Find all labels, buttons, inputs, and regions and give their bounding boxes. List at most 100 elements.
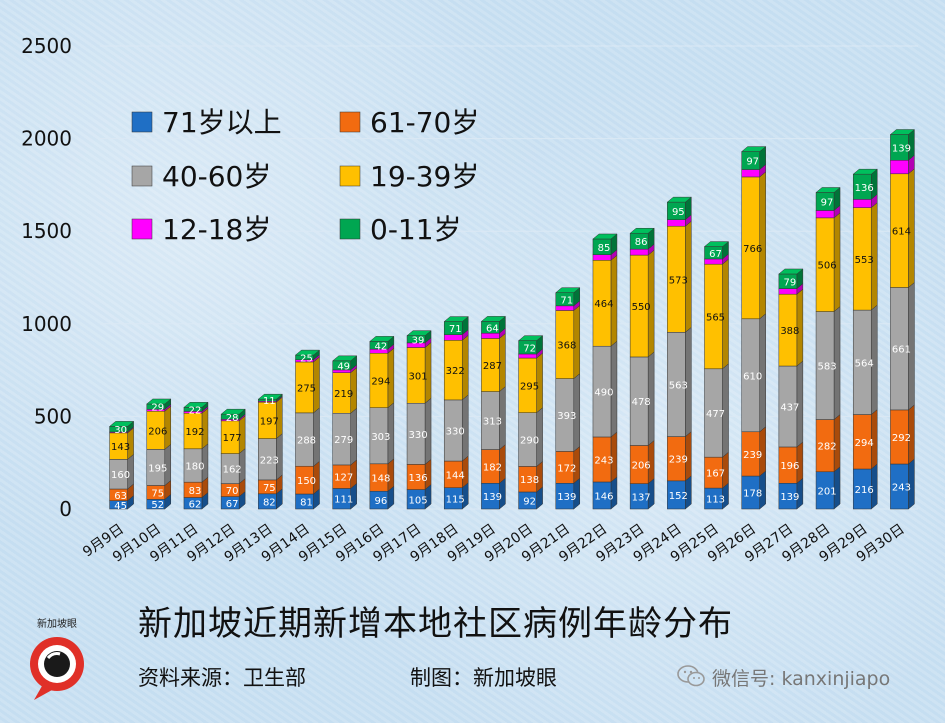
- data-label: 610: [743, 371, 762, 382]
- data-label: 563: [669, 380, 688, 391]
- data-label: 28: [226, 413, 239, 424]
- data-label: 75: [151, 488, 164, 499]
- legend-swatch: [131, 111, 153, 133]
- data-label: 52: [151, 500, 164, 511]
- data-label: 150: [297, 476, 316, 487]
- data-label: 437: [780, 402, 799, 413]
- data-label: 303: [371, 432, 390, 443]
- bar-top: [740, 146, 767, 152]
- data-label: 139: [557, 492, 576, 503]
- legend-label: 40-60岁: [162, 160, 271, 193]
- data-label: 477: [706, 409, 725, 420]
- legend-label: 71岁以上: [162, 106, 282, 139]
- data-label: 239: [743, 450, 762, 461]
- bar-top: [331, 355, 358, 362]
- data-label: 82: [263, 497, 276, 508]
- data-label: 95: [672, 207, 685, 218]
- data-label: 81: [300, 497, 313, 508]
- data-label: 105: [408, 495, 427, 506]
- data-label: 71: [449, 324, 462, 335]
- data-label: 292: [892, 433, 911, 444]
- data-label: 63: [114, 491, 127, 502]
- data-label: 42: [374, 341, 387, 352]
- logo-text: 新加坡眼: [37, 617, 77, 630]
- data-label: 393: [557, 411, 576, 422]
- data-label: 290: [520, 436, 539, 447]
- y-tick-label: 2500: [21, 34, 72, 58]
- bar-top: [666, 196, 693, 203]
- bar-top: [592, 233, 618, 240]
- data-label: 550: [632, 302, 651, 313]
- data-label: 288: [297, 436, 316, 447]
- data-label: 565: [706, 312, 725, 323]
- data-label: 583: [817, 362, 836, 373]
- data-label: 201: [817, 486, 836, 497]
- data-label: 146: [594, 491, 613, 502]
- data-label: 71: [560, 295, 573, 306]
- bar-segment: [741, 169, 760, 178]
- bar-segment: [852, 199, 872, 208]
- chart-title: 新加坡近期新增本地社区病例年龄分布: [138, 604, 733, 644]
- data-label: 75: [263, 483, 276, 494]
- data-label: 330: [446, 426, 465, 437]
- stacked-bar-chart: 050010001500200025004563160143309月9日5275…: [21, 34, 918, 566]
- data-label: 136: [408, 473, 427, 484]
- data-label: 143: [111, 442, 130, 453]
- data-label: 388: [780, 326, 799, 337]
- bar-top: [108, 421, 135, 427]
- data-label: 178: [743, 489, 762, 500]
- data-label: 96: [374, 496, 387, 507]
- data-label: 330: [408, 430, 427, 441]
- bar-segment: [518, 353, 537, 359]
- data-label: 137: [632, 492, 651, 503]
- data-label: 115: [446, 494, 465, 505]
- data-label: 64: [486, 323, 499, 334]
- y-tick-label: 2000: [21, 127, 72, 151]
- data-label: 180: [185, 461, 204, 472]
- data-label: 162: [223, 465, 242, 476]
- data-label: 138: [520, 475, 539, 486]
- data-label: 294: [855, 438, 874, 449]
- bar-top: [480, 316, 507, 322]
- data-label: 216: [855, 485, 874, 496]
- data-label: 86: [635, 237, 648, 248]
- data-label: 139: [483, 492, 502, 503]
- y-tick-label: 500: [34, 404, 72, 428]
- bar-top: [555, 287, 581, 293]
- data-label: 464: [594, 299, 613, 310]
- bar-top: [369, 336, 395, 342]
- source-credit: 资料来源：卫生部: [138, 666, 306, 690]
- data-label: 223: [260, 455, 279, 466]
- data-label: 139: [780, 492, 799, 503]
- data-label: 177: [223, 433, 242, 444]
- data-label: 219: [334, 389, 353, 400]
- data-label: 182: [483, 462, 502, 473]
- data-label: 614: [892, 227, 911, 238]
- data-label: 92: [523, 496, 536, 507]
- bar-segment: [667, 219, 686, 227]
- data-label: 206: [148, 426, 167, 437]
- data-label: 313: [483, 417, 502, 428]
- data-label: 144: [446, 470, 465, 481]
- bar-top: [220, 408, 246, 415]
- data-label: 294: [371, 376, 390, 387]
- data-label: 22: [189, 405, 202, 416]
- data-label: 172: [557, 463, 576, 474]
- legend-swatch: [131, 218, 153, 240]
- data-label: 243: [892, 482, 911, 493]
- data-label: 79: [783, 277, 796, 288]
- bar-top: [703, 241, 730, 247]
- data-label: 97: [821, 197, 834, 208]
- data-label: 490: [594, 388, 613, 399]
- data-label: 85: [598, 243, 611, 254]
- magnifier-logo-icon: 新加坡眼: [30, 617, 84, 700]
- data-label: 72: [523, 343, 536, 354]
- data-label: 553: [855, 255, 874, 266]
- data-label: 113: [706, 495, 725, 506]
- bar-segment: [778, 288, 798, 295]
- data-label: 564: [855, 358, 874, 369]
- data-label: 70: [226, 486, 239, 497]
- data-label: 478: [632, 397, 651, 408]
- y-tick-label: 1500: [21, 219, 72, 243]
- legend-swatch: [339, 165, 361, 187]
